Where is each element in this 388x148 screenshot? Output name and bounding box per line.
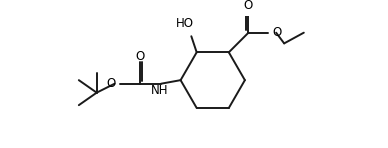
Text: NH: NH [151, 84, 168, 97]
Text: O: O [106, 77, 116, 90]
Text: O: O [136, 50, 145, 63]
Text: O: O [244, 0, 253, 12]
Text: O: O [272, 26, 282, 39]
Text: HO: HO [176, 17, 194, 30]
